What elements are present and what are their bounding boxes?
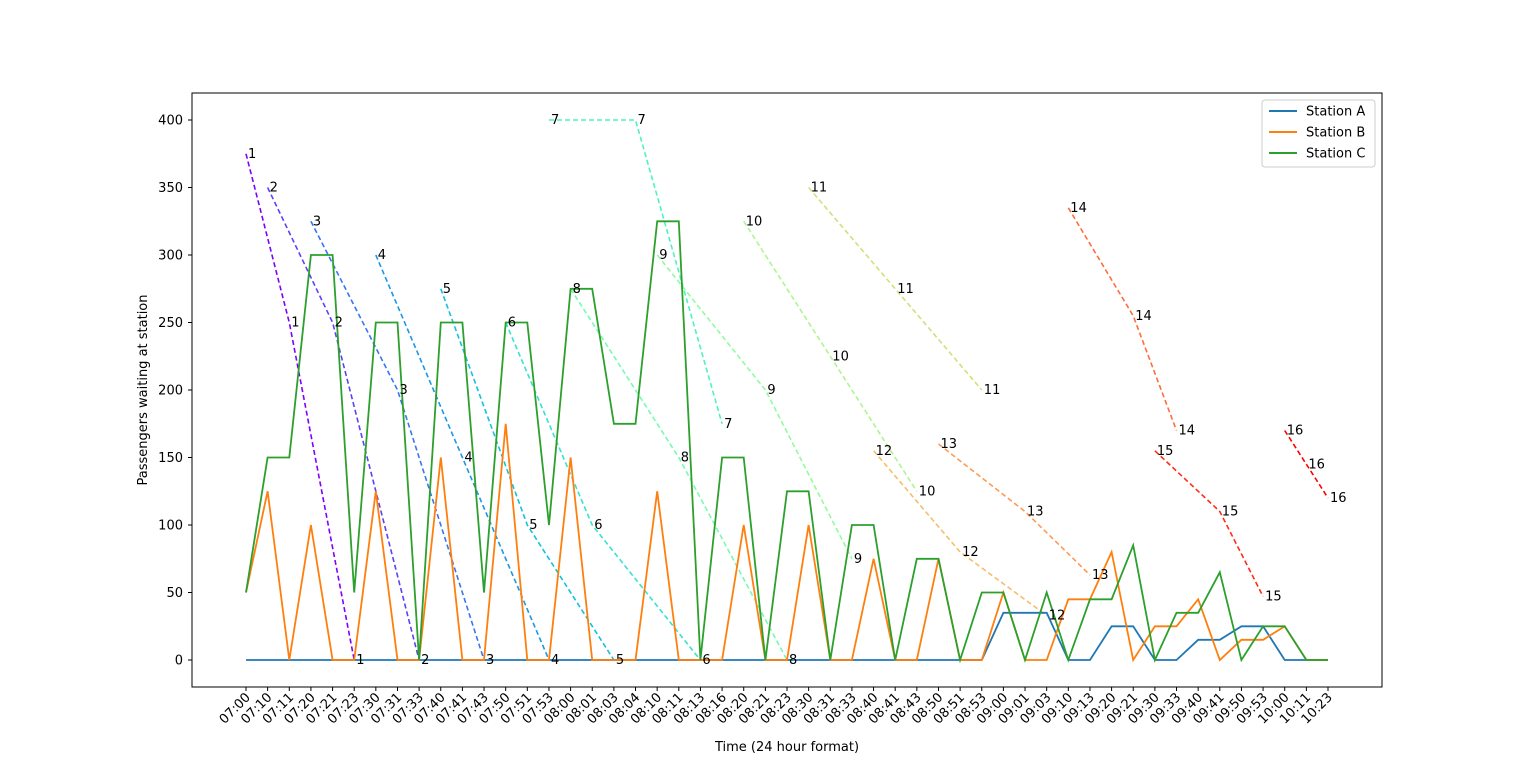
series-line-station-c bbox=[245, 220, 1328, 664]
trip-line-12 bbox=[872, 450, 1048, 617]
trip-label: 7 bbox=[638, 113, 646, 128]
trip-label: 5 bbox=[443, 282, 451, 297]
trip-label: 3 bbox=[400, 383, 408, 398]
trip-label: 7 bbox=[551, 113, 559, 128]
trip-line-14 bbox=[1067, 207, 1178, 431]
y-tick-label: 150 bbox=[158, 451, 183, 466]
trip-label: 14 bbox=[1070, 201, 1087, 216]
trip-label: 15 bbox=[1265, 590, 1282, 605]
trip-line-10 bbox=[743, 220, 918, 492]
trip-line-7 bbox=[549, 119, 723, 425]
trip-line-9 bbox=[656, 254, 853, 560]
trip-label: 5 bbox=[616, 653, 624, 668]
trip-label: 14 bbox=[1135, 309, 1152, 324]
trip-label: 8 bbox=[573, 282, 581, 297]
series-lines-layer bbox=[245, 220, 1328, 664]
y-tick-label: 50 bbox=[166, 586, 183, 601]
trip-label: 2 bbox=[335, 316, 343, 331]
trip-line-8 bbox=[569, 288, 788, 661]
trip-label: 11 bbox=[897, 282, 914, 297]
trip-label: 6 bbox=[594, 518, 602, 533]
trip-line-5 bbox=[440, 288, 615, 661]
trip-label: 9 bbox=[659, 248, 667, 263]
trip-label: 10 bbox=[832, 349, 849, 364]
trip-line-16 bbox=[1284, 430, 1329, 499]
y-tick-label: 300 bbox=[158, 249, 183, 264]
trip-label: 1 bbox=[248, 147, 256, 162]
trip-label: 3 bbox=[313, 214, 321, 229]
legend-label: Station C bbox=[1306, 147, 1365, 162]
trip-label: 7 bbox=[724, 417, 732, 432]
trip-label: 9 bbox=[767, 383, 775, 398]
trip-label: 11 bbox=[984, 383, 1001, 398]
trip-label: 13 bbox=[941, 437, 958, 452]
trip-label: 16 bbox=[1308, 457, 1325, 472]
legend-label: Station B bbox=[1306, 126, 1365, 141]
legend: Station A Station B Station C bbox=[1261, 99, 1376, 168]
trip-label: 6 bbox=[508, 316, 516, 331]
trip-line-2 bbox=[266, 187, 420, 661]
trip-label: 2 bbox=[270, 181, 278, 196]
y-tick-label: 100 bbox=[158, 519, 183, 534]
y-tick-label: 350 bbox=[158, 181, 183, 196]
trip-label: 15 bbox=[1157, 444, 1174, 459]
series-line-station-b bbox=[245, 423, 1328, 663]
trip-label: 4 bbox=[551, 653, 559, 668]
trip-label: 10 bbox=[746, 214, 763, 229]
y-axis: 0 50 100 150 200 250 300 350 400 bbox=[158, 114, 192, 669]
trip-label: 12 bbox=[876, 444, 893, 459]
trip-label: 12 bbox=[962, 545, 979, 560]
trip-line-3 bbox=[310, 220, 485, 661]
trip-label: 1 bbox=[356, 653, 364, 668]
trip-label: 16 bbox=[1287, 424, 1304, 439]
trip-label: 8 bbox=[789, 653, 797, 668]
trip-label: 15 bbox=[1222, 505, 1239, 520]
trip-label: 13 bbox=[1092, 568, 1109, 583]
y-tick-label: 0 bbox=[175, 654, 183, 669]
trip-line-4 bbox=[375, 254, 550, 661]
trip-label: 13 bbox=[1027, 505, 1044, 520]
y-tick-label: 250 bbox=[158, 316, 183, 331]
trip-label: 1 bbox=[291, 316, 299, 331]
trip-label: 16 bbox=[1330, 491, 1347, 506]
trip-label: 10 bbox=[919, 484, 936, 499]
trip-label: 3 bbox=[486, 653, 494, 668]
x-axis-label: Time (24 hour format) bbox=[714, 740, 859, 755]
trip-label: 4 bbox=[378, 248, 386, 263]
trip-label: 12 bbox=[1049, 609, 1066, 624]
y-tick-label: 400 bbox=[158, 114, 183, 129]
trip-label: 4 bbox=[464, 451, 472, 466]
trip-line-13 bbox=[938, 443, 1091, 576]
trip-label: 9 bbox=[854, 552, 862, 567]
trip-line-11 bbox=[807, 186, 983, 391]
y-axis-label: Passengers waiting at station bbox=[136, 295, 151, 486]
trip-line-1 bbox=[245, 153, 355, 661]
trip-label: 14 bbox=[1179, 424, 1196, 439]
trip-label: 6 bbox=[702, 653, 710, 668]
trip-lines-layer bbox=[245, 119, 1329, 661]
legend-label: Station A bbox=[1306, 105, 1365, 120]
trip-line-15 bbox=[1154, 450, 1264, 597]
trip-label: 8 bbox=[681, 451, 689, 466]
trip-label: 2 bbox=[421, 653, 429, 668]
legend-box bbox=[1261, 99, 1376, 168]
y-tick-label: 200 bbox=[158, 384, 183, 399]
trip-label: 5 bbox=[529, 518, 537, 533]
trip-label: 11 bbox=[811, 181, 828, 196]
